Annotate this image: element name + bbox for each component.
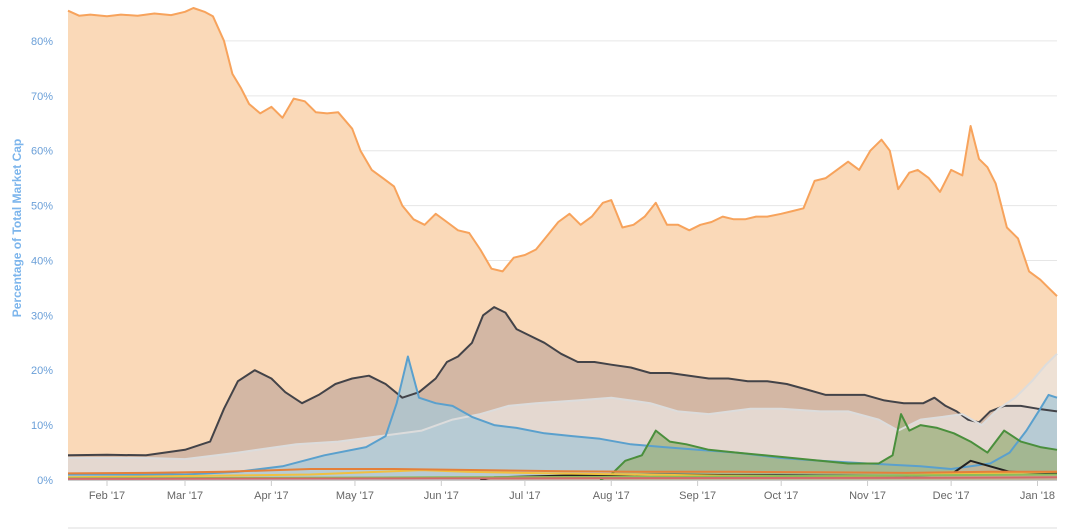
series-line-9 — [67, 476, 1058, 480]
y-tick-label: 20% — [31, 365, 53, 377]
series-area-2 — [68, 353, 1057, 480]
series-area-3 — [68, 356, 1057, 480]
x-tick-label: Jul '17 — [509, 490, 540, 502]
y-axis-title: Percentage of Total Market Cap — [10, 139, 24, 318]
series-line-0 — [67, 7, 1058, 297]
x-tick-label: Sep '17 — [679, 490, 716, 502]
series-area-0 — [68, 8, 1057, 480]
y-tick-label: 80% — [31, 36, 53, 48]
series-lines — [67, 7, 1058, 481]
series-areas — [68, 8, 1057, 480]
y-tick-label: 40% — [31, 255, 53, 267]
x-tick-label: Dec '17 — [933, 490, 970, 502]
series-line-7 — [67, 468, 1057, 475]
x-tick-label: Mar '17 — [167, 490, 203, 502]
x-tick-label: Oct '17 — [764, 490, 799, 502]
x-tick-label: Aug '17 — [593, 490, 630, 502]
series-line-3 — [68, 355, 1058, 476]
x-tick-label: Apr '17 — [254, 490, 289, 502]
x-tick-label: Nov '17 — [849, 490, 886, 502]
y-tick-label: 30% — [31, 310, 53, 322]
series-line-1 — [67, 306, 1058, 457]
x-tick-label: Jan '18 — [1020, 490, 1055, 502]
y-tick-label: 50% — [31, 201, 53, 213]
y-tick-label: 60% — [31, 146, 53, 158]
series-line-4 — [599, 413, 1058, 481]
series-line-2 — [68, 353, 1058, 461]
x-tick-label: Jun '17 — [424, 490, 459, 502]
x-tick-label: Feb '17 — [89, 490, 125, 502]
y-tick-label: 10% — [31, 420, 53, 432]
y-tick-label: 0% — [37, 475, 53, 487]
x-tick-label: May '17 — [336, 490, 374, 502]
y-tick-label: 70% — [31, 91, 53, 103]
axes: 0% 10% 20% 30% 40% 50% 60% 70% 80% Feb '17 Mar '17… — [31, 36, 1057, 529]
